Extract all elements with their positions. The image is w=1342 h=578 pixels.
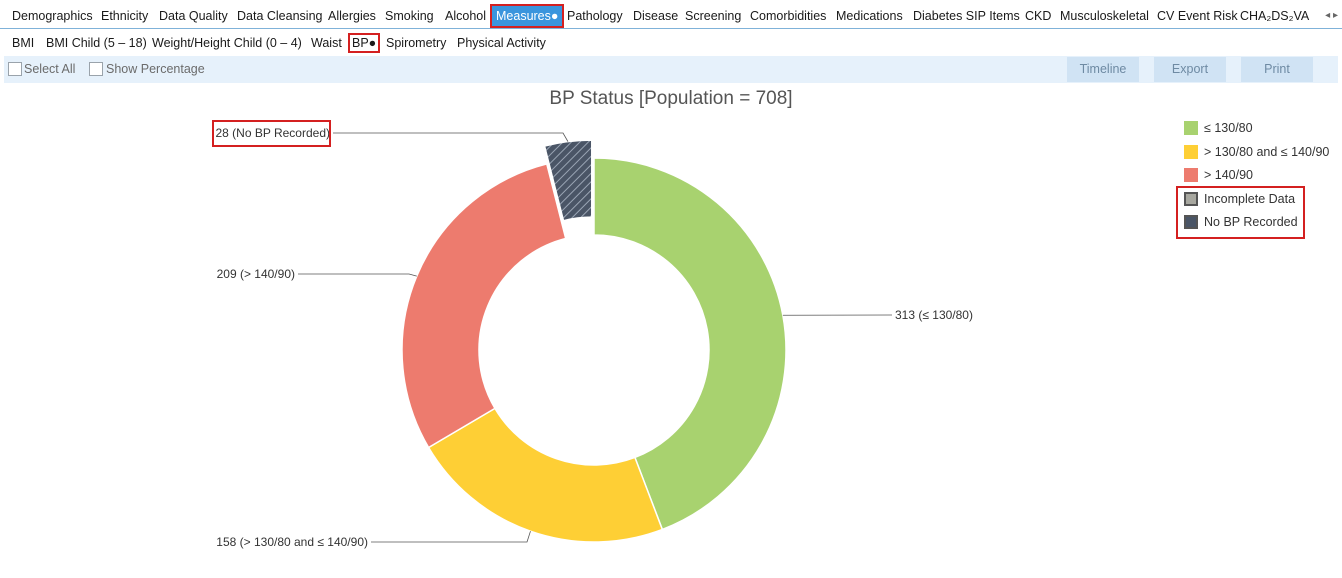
slice-140-90[interactable] xyxy=(401,162,567,449)
tab-ckd[interactable]: CKD xyxy=(1025,9,1052,23)
subtab-bmi[interactable]: BMI xyxy=(12,36,35,50)
export-button[interactable]: Export xyxy=(1154,57,1226,82)
subtab-waist[interactable]: Waist xyxy=(311,36,342,50)
tab-pathology[interactable]: Pathology xyxy=(567,9,623,23)
data-label-130-80-and-140-90: 158 (> 130/80 and ≤ 140/90) xyxy=(216,535,368,549)
data-label-140-90: 209 (> 140/90) xyxy=(217,267,295,281)
tab-comorbidities[interactable]: Comorbidities xyxy=(750,9,827,23)
tab-disease[interactable]: Disease xyxy=(633,9,679,23)
slice-130-80[interactable] xyxy=(593,157,787,531)
subtab-physical-activity[interactable]: Physical Activity xyxy=(457,36,546,50)
tab-ethnicity[interactable]: Ethnicity xyxy=(101,9,149,23)
tab-scroll-arrows[interactable]: ◂ ▸ xyxy=(1325,10,1338,21)
tab-cha-ds-va[interactable]: CHA₂DS₂VA xyxy=(1240,9,1310,23)
chart-title: BP Status [Population = 708] xyxy=(549,88,793,109)
select-all-checkbox[interactable] xyxy=(8,62,22,76)
leader-line xyxy=(371,531,531,543)
tab-medications[interactable]: Medications xyxy=(836,9,903,23)
data-label-130-80: 313 (≤ 130/80) xyxy=(895,308,973,322)
timeline-button[interactable]: Timeline xyxy=(1067,57,1139,82)
legend-label: No BP Recorded xyxy=(1204,215,1298,229)
legend-label: > 130/80 and ≤ 140/90 xyxy=(1204,144,1330,159)
select-all-label[interactable]: Select All xyxy=(24,62,76,76)
toolbar: Select All Show Percentage Timeline Expo… xyxy=(4,56,1338,83)
print-button[interactable]: Print xyxy=(1241,57,1313,82)
subtab-bmi-child-5-18[interactable]: BMI Child (5 – 18) xyxy=(46,36,147,50)
legend-swatch xyxy=(1184,121,1198,135)
tab-diabetes-sip-items[interactable]: Diabetes SIP Items xyxy=(913,9,1020,23)
legend-label: Incomplete Data xyxy=(1204,191,1296,206)
tab-data-cleansing[interactable]: Data Cleansing xyxy=(237,9,323,23)
tab-demographics[interactable]: Demographics xyxy=(12,9,93,23)
subtab-spirometry[interactable]: Spirometry xyxy=(386,36,447,50)
tab-screening[interactable]: Screening xyxy=(685,9,742,23)
show-percentage-label[interactable]: Show Percentage xyxy=(106,62,205,76)
leader-line xyxy=(298,273,417,277)
legend-swatch xyxy=(1184,215,1198,229)
legend-label: ≤ 130/80 xyxy=(1204,121,1253,135)
tab-musculoskeletal[interactable]: Musculoskeletal xyxy=(1060,9,1149,23)
tab-allergies[interactable]: Allergies xyxy=(328,9,376,23)
subtab-bp[interactable]: BP● xyxy=(348,33,381,53)
main-tab-bar: Demographics Ethnicity Data Quality Data Cl… xyxy=(0,4,1342,29)
tab-smoking[interactable]: Smoking xyxy=(385,9,434,23)
legend-swatch xyxy=(1184,168,1198,182)
slice-130-80-and-140-90[interactable] xyxy=(427,407,664,543)
tab-measures[interactable]: Measures● xyxy=(490,4,565,28)
legend-label: > 140/90 xyxy=(1204,168,1254,182)
legend-swatch xyxy=(1184,191,1198,206)
legend-swatch xyxy=(1184,144,1198,159)
slice-no-bp-recorded[interactable] xyxy=(543,139,593,222)
tab-alcohol[interactable]: Alcohol xyxy=(445,9,486,23)
show-percentage-checkbox[interactable] xyxy=(89,62,103,76)
tab-cv-event-risk[interactable]: CV Event Risk xyxy=(1157,9,1238,23)
tab-data-quality[interactable]: Data Quality xyxy=(159,9,228,23)
subtab-weight-height-child-0-4[interactable]: Weight/Height Child (0 – 4) xyxy=(152,36,302,50)
leader-line xyxy=(333,132,569,142)
data-label-no-bp-recorded: 28 (No BP Recorded) xyxy=(215,126,330,140)
